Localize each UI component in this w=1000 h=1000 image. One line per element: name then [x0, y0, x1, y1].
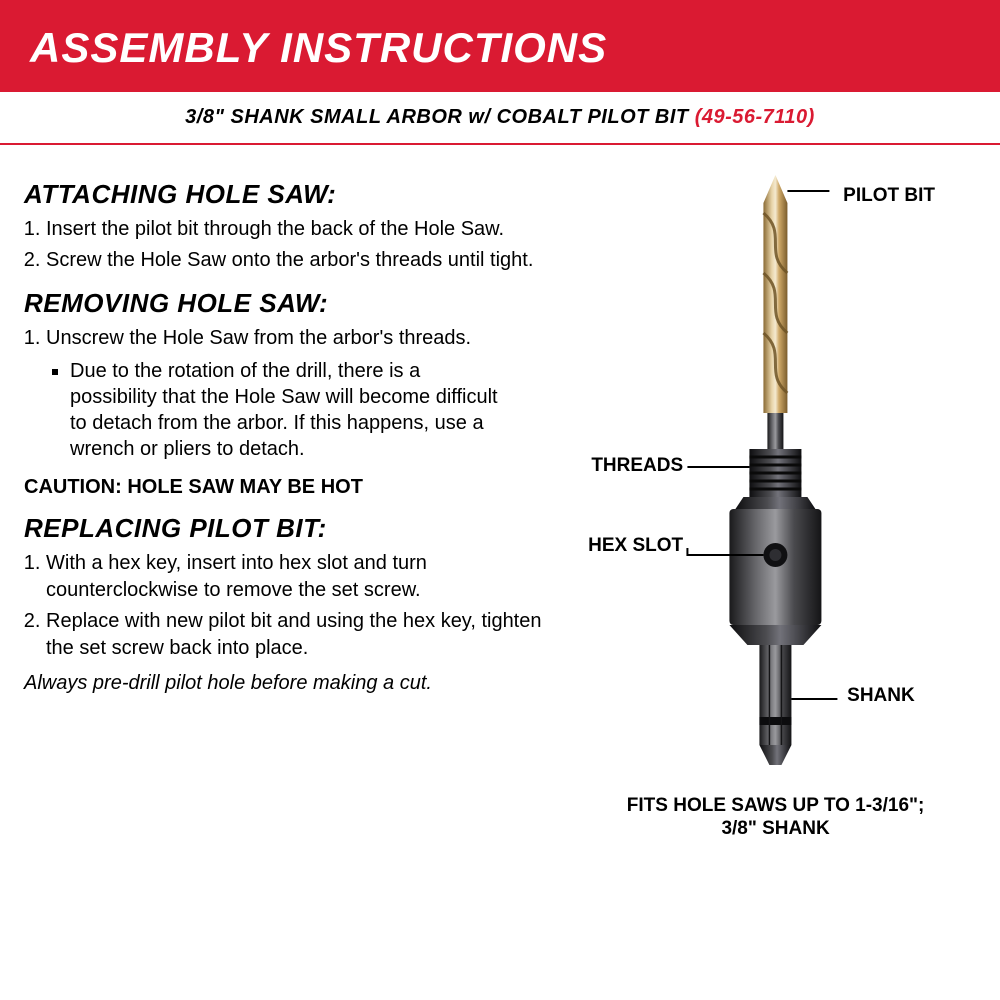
callout-pilot-bit: PILOT BIT: [843, 185, 935, 207]
replace-step-2: Replace with new pilot bit and using the…: [46, 608, 565, 662]
arbor-diagram: [575, 165, 976, 845]
callout-threads: THREADS: [575, 455, 683, 477]
fit-spec-text: FITS HOLE SAWS UP TO 1-3/16";3/8" SHANK: [627, 795, 925, 839]
heading-remove: REMOVING HOLE SAW:: [24, 288, 565, 319]
attach-step-1: Insert the pilot bit through the back of…: [46, 216, 565, 243]
content-row: ATTACHING HOLE SAW: Insert the pilot bit…: [0, 145, 1000, 855]
remove-sub-bullet: Due to the rotation of the drill, there …: [24, 358, 565, 462]
callout-threads-text: THREADS: [591, 455, 683, 476]
header-band: ASSEMBLY INSTRUCTIONS: [0, 0, 1000, 92]
replace-step-1: With a hex key, insert into hex slot and…: [46, 550, 565, 604]
instructions-column: ATTACHING HOLE SAW: Insert the pilot bit…: [24, 165, 565, 845]
subheader-bar: 3/8" SHANK SMALL ARBOR w/ COBALT PILOT B…: [0, 92, 1000, 145]
remove-sub-text: Due to the rotation of the drill, there …: [70, 358, 500, 462]
arbor-body-shape: [730, 509, 822, 645]
heading-attach: ATTACHING HOLE SAW:: [24, 179, 565, 210]
caution-line: CAUTION: HOLE SAW MAY BE HOT: [24, 476, 565, 499]
attach-step-2: Screw the Hole Saw onto the arbor's thre…: [46, 247, 565, 274]
remove-step-1: Unscrew the Hole Saw from the arbor's th…: [46, 325, 565, 352]
figure-column: PILOT BIT THREADS HEX SLOT SHANK FITS HO…: [575, 165, 976, 845]
threads-shape: [736, 449, 816, 509]
page-title: ASSEMBLY INSTRUCTIONS: [30, 24, 607, 71]
fit-spec-line: FITS HOLE SAWS UP TO 1-3/16";3/8" SHANK: [575, 795, 976, 841]
shank-shape: [760, 645, 792, 765]
remove-steps: Unscrew the Hole Saw from the arbor's th…: [24, 325, 565, 352]
callout-pilot-text: PILOT BIT: [843, 185, 935, 206]
callout-shank-text: SHANK: [847, 685, 915, 706]
product-name: 3/8" SHANK SMALL ARBOR w/ COBALT PILOT B…: [185, 106, 688, 128]
heading-replace: REPLACING PILOT BIT:: [24, 513, 565, 544]
product-sku: (49-56-7110): [695, 106, 815, 128]
callout-hexslot-text: HEX SLOT: [588, 535, 683, 556]
pilot-bit-shape: [764, 175, 788, 449]
attach-steps: Insert the pilot bit through the back of…: [24, 216, 565, 274]
callout-shank: SHANK: [847, 685, 915, 707]
replace-steps: With a hex key, insert into hex slot and…: [24, 550, 565, 662]
callout-hex-slot: HEX SLOT: [575, 535, 683, 557]
predrill-note: Always pre-drill pilot hole before makin…: [24, 672, 565, 695]
